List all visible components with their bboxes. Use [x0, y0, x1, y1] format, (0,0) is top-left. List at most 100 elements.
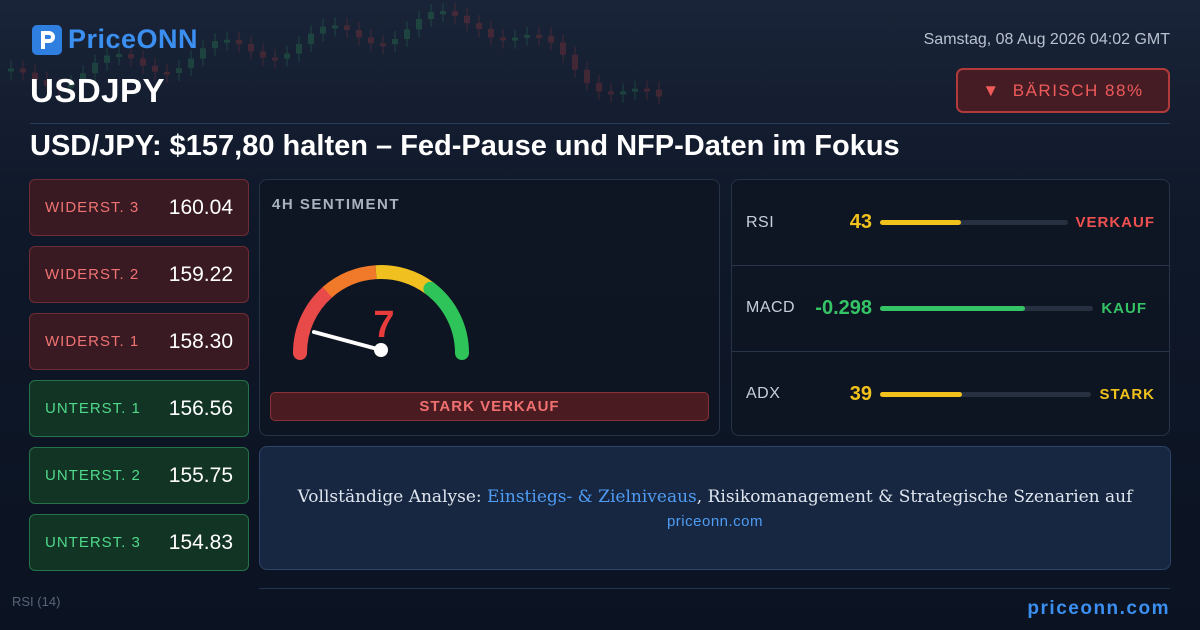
footer-divider: [259, 588, 1170, 589]
background-candle-body: [404, 29, 410, 40]
indicator-signal: VERKAUF: [1075, 214, 1155, 231]
sentiment-label-bar: STARK VERKAUF: [270, 392, 709, 421]
signal-label: BÄRISCH 88%: [1012, 80, 1144, 100]
background-candle-body: [560, 42, 566, 55]
background-candle-body: [272, 57, 278, 61]
background-candle-body: [284, 53, 290, 59]
indicator-value: 39: [849, 382, 872, 405]
entry-target-link[interactable]: Einstiegs- & Zielniveaus: [487, 486, 697, 507]
background-candle-body: [332, 25, 338, 29]
symbol-title: USDJPY: [30, 72, 166, 109]
level-label: UNTERST. 1: [45, 400, 141, 417]
indicator-bar: [880, 220, 1068, 225]
background-candle-body: [308, 33, 314, 45]
indicator-value: -0.298: [815, 296, 872, 319]
background-candle-body: [32, 72, 38, 80]
level-value: 160.04: [168, 195, 233, 219]
background-candle-body: [416, 19, 422, 30]
resistance-level-3: WIDERST. 3 160.04: [29, 179, 249, 236]
level-label: UNTERST. 3: [45, 534, 141, 551]
cta-domain-link[interactable]: priceonn.com: [666, 512, 764, 530]
background-candle-body: [236, 39, 242, 45]
background-candle-body: [500, 37, 506, 41]
sentiment-score: 7: [373, 304, 395, 346]
brand-logo[interactable]: PriceONN: [32, 24, 198, 55]
background-candle-body: [116, 54, 122, 58]
gauge-needle: [312, 330, 383, 352]
indicator-signal: KAUF: [1101, 299, 1147, 317]
background-candle-body: [596, 83, 602, 92]
background-candle-body: [44, 79, 50, 87]
background-candle-body: [476, 23, 482, 29]
logo-mark-icon: [32, 24, 62, 55]
indicators-panel: RSI 43 VERKAUF MACD -0.298 KAUF ADX 39 S…: [731, 179, 1170, 436]
background-candle-body: [164, 71, 170, 75]
background-candle-body: [356, 29, 362, 38]
background-candle-body: [188, 58, 194, 69]
background-candle-body: [452, 11, 458, 16]
background-candle-body: [80, 73, 86, 83]
gauge-segment-orange: [322, 265, 377, 298]
indicator-bar-fill: [880, 391, 963, 397]
level-value: 158.30: [168, 329, 233, 353]
background-candle-body: [320, 26, 326, 34]
background-candle-body: [8, 68, 14, 72]
background-candle-body: [176, 68, 182, 74]
background-candle-body: [428, 12, 434, 20]
background-candle-body: [548, 35, 554, 43]
brand-name: PriceONN: [68, 24, 199, 54]
background-candle-body: [200, 48, 206, 59]
background-candle-body: [524, 34, 530, 38]
down-arrow-icon: ▼: [982, 80, 1001, 100]
resistance-level-2: WIDERST. 2 159.22: [29, 246, 249, 303]
level-label: UNTERST. 2: [45, 467, 141, 484]
background-candle-body: [380, 43, 386, 47]
support-level-1: UNTERST. 1 156.56: [29, 380, 249, 437]
background-candle-body: [632, 88, 638, 92]
indicator-signal: STARK: [1099, 385, 1155, 403]
sentiment-gauge: [292, 265, 469, 360]
background-candle-body: [68, 82, 74, 88]
level-label: WIDERST. 1: [45, 333, 140, 350]
indicator-bar-fill: [880, 220, 961, 225]
resistance-level-1: WIDERST. 1 158.30: [29, 313, 249, 370]
background-candle-body: [296, 44, 302, 54]
gauge-segment-red: [292, 285, 335, 360]
background-candle-body: [248, 44, 254, 52]
headline: USD/JPY: $157,80 halten – Fed-Pause und …: [30, 130, 900, 162]
background-candle-body: [104, 55, 110, 63]
footer-brand-link[interactable]: priceonn.com: [1027, 598, 1170, 619]
background-candle-body: [464, 15, 470, 24]
bearish-signal-badge: ▼ BÄRISCH 88%: [956, 68, 1170, 113]
background-candle-body: [20, 68, 26, 73]
support-level-3: UNTERST. 3 154.83: [29, 514, 249, 571]
indicator-row-rsi: RSI 43 VERKAUF: [732, 180, 1169, 265]
background-candle-body: [128, 54, 134, 59]
background-candle-body: [608, 91, 614, 95]
cta-prefix: Vollständige Analyse:: [297, 486, 488, 507]
indicator-value: 43: [849, 211, 872, 233]
background-candle-body: [620, 91, 626, 95]
indicator-bar-fill: [880, 305, 1025, 311]
background-candle-body: [656, 89, 662, 97]
cta-text: Vollständige Analyse: Einstiegs- & Zieln…: [298, 487, 1133, 507]
background-candle-body: [644, 88, 650, 92]
indicator-name: RSI: [746, 213, 775, 231]
level-value: 154.83: [168, 530, 233, 554]
gauge-segment-green: [423, 281, 469, 360]
background-candle-body: [488, 28, 494, 38]
indicator-name: MACD: [746, 299, 796, 316]
background-candle-body: [584, 69, 590, 84]
indicator-bar: [880, 305, 1093, 311]
indicator-name: ADX: [746, 385, 781, 402]
background-candle-body: [536, 34, 542, 38]
background-candle-body: [212, 41, 218, 49]
background-candle-body: [512, 37, 518, 41]
background-candle-body: [152, 65, 158, 72]
background-candle-body: [344, 25, 350, 30]
full-analysis-callout[interactable]: Vollständige Analyse: Einstiegs- & Zieln…: [259, 446, 1171, 570]
background-candle-body: [260, 51, 266, 58]
level-value: 156.56: [168, 396, 233, 420]
background-rsi-label: RSI (14): [12, 594, 61, 609]
